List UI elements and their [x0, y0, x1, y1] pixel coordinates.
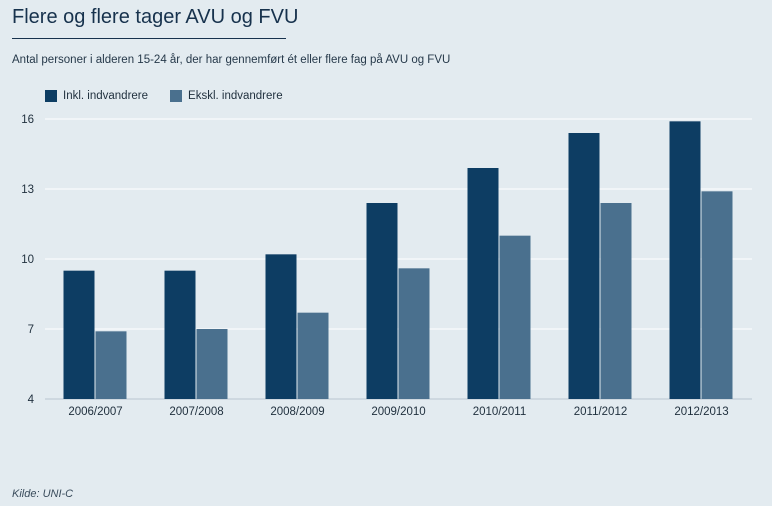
x-tick-label-2006-2007: 2006/2007	[68, 406, 122, 418]
chart-title: Flere og flere tager AVU og FVU	[12, 6, 299, 28]
x-tick-label-2009-2010: 2009/2010	[371, 406, 425, 418]
legend-swatch-inkl	[45, 90, 57, 102]
bar-ekskl-2011-2012	[600, 203, 632, 399]
y-tick-label-10: 10	[21, 254, 34, 266]
legend-item-ekskl: Ekskl. indvandrere	[170, 90, 283, 102]
bar-ekskl-2009-2010	[398, 268, 430, 399]
y-tick-label-16: 16	[21, 114, 34, 126]
bar-ekskl-2008-2009	[297, 312, 329, 399]
x-tick-label-2007-2008: 2007/2008	[169, 406, 223, 418]
bar-ekskl-2006-2007	[95, 331, 127, 399]
x-tick-label-2008-2009: 2008/2009	[270, 406, 324, 418]
bar-ekskl-2007-2008	[196, 329, 228, 399]
chart-subtitle: Antal personer i alderen 15-24 år, der h…	[12, 54, 451, 66]
bar-ekskl-2010-2011	[499, 235, 531, 399]
legend: Inkl. indvandrere Ekskl. indvandrere	[45, 90, 305, 102]
legend-label-inkl: Inkl. indvandrere	[63, 90, 149, 102]
legend-label-ekskl: Ekskl. indvandrere	[188, 90, 283, 102]
bar-inkl-2011-2012	[568, 133, 600, 399]
y-tick-label-13: 13	[21, 184, 34, 196]
bar-inkl-2006-2007	[63, 270, 95, 399]
bar-inkl-2010-2011	[467, 168, 499, 399]
bar-inkl-2007-2008	[164, 270, 196, 399]
y-tick-label-4: 4	[28, 394, 35, 406]
bar-inkl-2012-2013	[669, 121, 701, 399]
source-note: Kilde: UNI-C	[12, 488, 74, 500]
legend-item-inkl: Inkl. indvandrere	[45, 90, 148, 102]
x-tick-label-2010-2011: 2010/2011	[473, 406, 527, 418]
bar-inkl-2008-2009	[265, 254, 297, 399]
y-tick-label-7: 7	[28, 324, 34, 336]
x-tick-label-2012-2013: 2012/2013	[674, 406, 728, 418]
bar-inkl-2009-2010	[366, 203, 398, 399]
x-tick-label-2011-2012: 2011/2012	[574, 406, 628, 418]
title-underline	[12, 38, 286, 39]
bar-ekskl-2012-2013	[701, 191, 733, 399]
legend-swatch-ekskl	[170, 90, 183, 102]
